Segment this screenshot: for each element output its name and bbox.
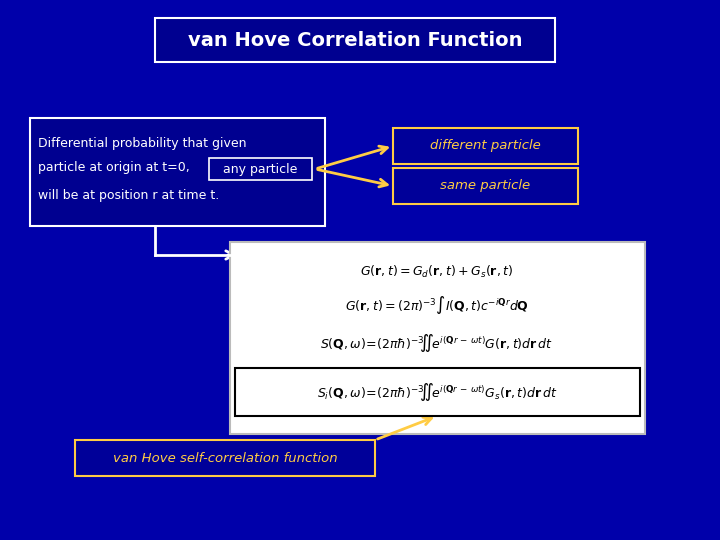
Text: will be at position r at time t.: will be at position r at time t. <box>38 188 220 201</box>
Bar <box>393 128 578 164</box>
Bar <box>155 18 555 62</box>
Text: van Hove Correlation Function: van Hove Correlation Function <box>188 30 522 50</box>
Text: different particle: different particle <box>430 139 541 152</box>
Text: same particle: same particle <box>440 179 530 192</box>
Text: $S_i(\mathbf{Q},\omega)\!=\!(2\pi\hbar)^{-3}\!\!\iint\! e^{i(\mathbf{Q}r\,-\,\om: $S_i(\mathbf{Q},\omega)\!=\!(2\pi\hbar)^… <box>317 381 557 403</box>
Text: Differential probability that given: Differential probability that given <box>38 137 246 150</box>
Bar <box>230 242 645 434</box>
Bar <box>235 368 640 416</box>
Bar <box>30 118 325 226</box>
Text: $S(\mathbf{Q},\omega)\!=\!(2\pi\hbar)^{-3}\!\!\iint\! e^{i(\mathbf{Q}r\,-\,\omeg: $S(\mathbf{Q},\omega)\!=\!(2\pi\hbar)^{-… <box>320 332 554 354</box>
Bar <box>209 158 312 180</box>
Text: any particle: any particle <box>222 163 297 176</box>
Bar <box>393 168 578 204</box>
Text: particle at origin at t=0,: particle at origin at t=0, <box>38 161 194 174</box>
Bar <box>75 440 375 476</box>
Text: $G(\mathbf{r}, t) = G_d(\mathbf{r}, t) + G_s(\mathbf{r}, t)$: $G(\mathbf{r}, t) = G_d(\mathbf{r}, t) +… <box>361 264 513 280</box>
Text: van Hove self-correlation function: van Hove self-correlation function <box>113 451 337 464</box>
Text: $G(\mathbf{r}, t) = (2\pi)^{-3}\int I(\mathbf{Q}, t)c^{-i\mathbf{Q}r}d\mathbf{Q}: $G(\mathbf{r}, t) = (2\pi)^{-3}\int I(\m… <box>345 294 529 316</box>
